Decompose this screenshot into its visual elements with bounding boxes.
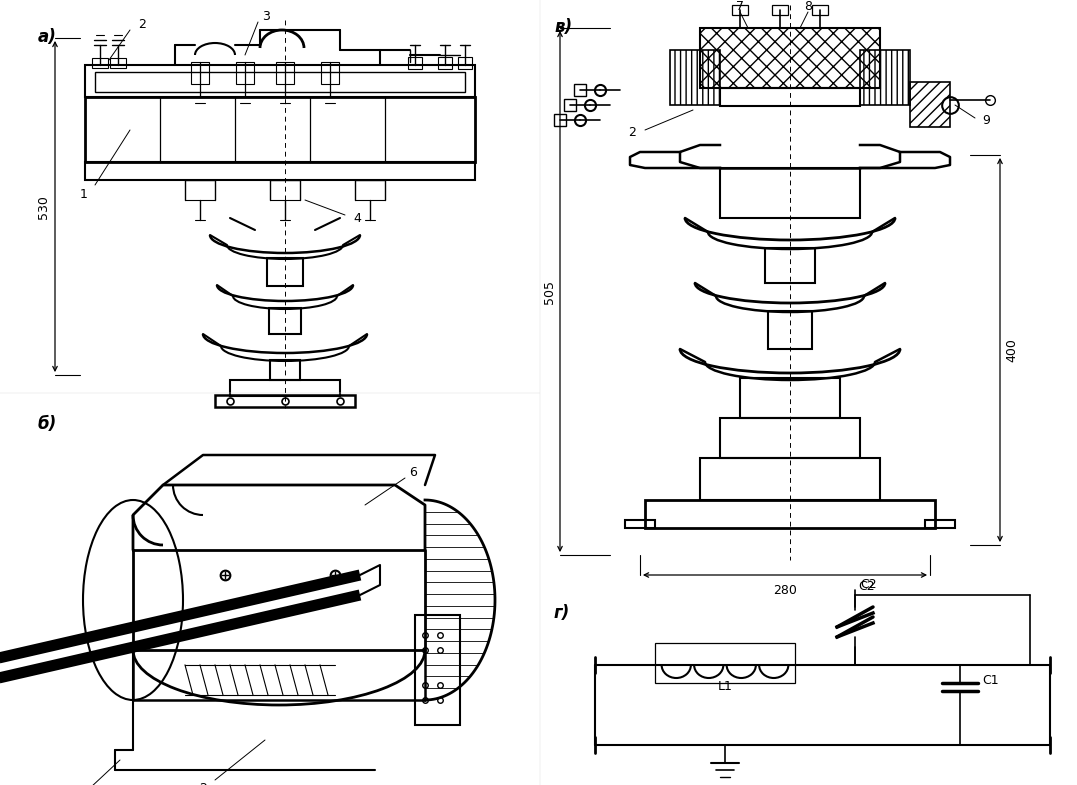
Text: C1: C1 <box>982 674 998 687</box>
Bar <box>230 380 340 396</box>
Text: L1: L1 <box>717 681 732 693</box>
Bar <box>408 57 422 69</box>
Bar <box>925 520 955 528</box>
Text: 6: 6 <box>409 466 417 479</box>
Bar <box>768 311 812 349</box>
Bar <box>85 65 475 97</box>
Text: 280: 280 <box>773 583 797 597</box>
Bar <box>910 82 950 127</box>
Text: 1: 1 <box>80 188 88 202</box>
Bar <box>721 418 861 458</box>
Bar <box>215 395 355 407</box>
Bar <box>269 308 300 334</box>
Text: C2: C2 <box>858 580 875 593</box>
Text: 9: 9 <box>982 115 990 127</box>
Bar <box>721 168 861 218</box>
Bar <box>191 62 209 84</box>
Text: C2: C2 <box>861 579 877 592</box>
Bar <box>700 28 880 88</box>
Text: 2: 2 <box>628 126 637 140</box>
Text: 2: 2 <box>138 17 145 31</box>
Bar <box>438 57 452 69</box>
Bar <box>110 58 126 68</box>
Bar <box>85 162 475 180</box>
Bar <box>812 5 828 15</box>
Bar <box>732 5 749 15</box>
Text: в): в) <box>554 18 572 36</box>
Bar <box>276 62 294 84</box>
Bar <box>92 58 108 68</box>
Bar <box>772 5 788 15</box>
Bar <box>765 248 815 283</box>
Bar <box>270 360 300 380</box>
Bar <box>645 500 935 528</box>
Bar <box>861 50 910 105</box>
Text: 8: 8 <box>805 1 812 13</box>
Bar <box>700 458 880 500</box>
Text: 7: 7 <box>736 1 744 13</box>
Text: 4: 4 <box>353 211 361 225</box>
Text: 400: 400 <box>1006 338 1019 362</box>
Text: 2: 2 <box>199 782 207 785</box>
Bar <box>85 97 475 162</box>
Bar <box>95 72 465 92</box>
Bar <box>415 615 460 725</box>
Bar <box>721 88 861 106</box>
Text: б): б) <box>38 415 57 433</box>
Text: 530: 530 <box>37 195 50 219</box>
Bar <box>267 258 303 286</box>
Bar <box>458 57 472 69</box>
Bar <box>625 520 655 528</box>
Text: г): г) <box>554 604 570 622</box>
Bar <box>655 643 795 683</box>
Text: 505: 505 <box>543 280 556 304</box>
Bar <box>670 50 721 105</box>
Bar <box>321 62 339 84</box>
Text: а): а) <box>38 28 57 46</box>
Text: 3: 3 <box>262 10 270 24</box>
Bar <box>740 378 840 418</box>
Bar <box>236 62 254 84</box>
